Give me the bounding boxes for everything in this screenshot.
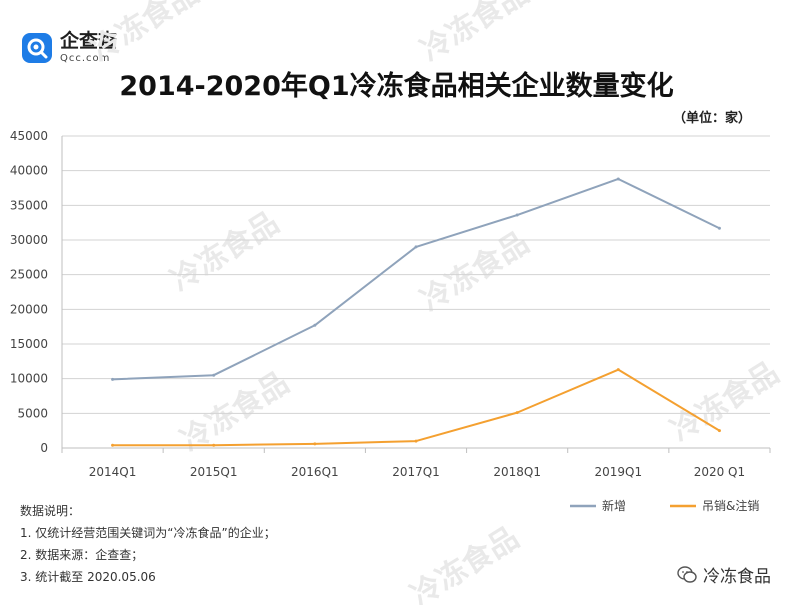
x-tick-label: 2018Q1 — [493, 465, 541, 479]
y-tick-label: 15000 — [10, 337, 48, 351]
data-point — [313, 323, 317, 327]
unit-label: （单位：家） — [672, 111, 751, 126]
data-point — [717, 429, 721, 433]
y-tick-label: 5000 — [17, 406, 48, 420]
data-point — [616, 177, 620, 181]
data-point — [212, 373, 216, 377]
y-tick-label: 25000 — [10, 268, 48, 282]
wechat-account-badge: 冷冻食品 — [677, 562, 771, 587]
legend-label: 新增 — [602, 498, 626, 513]
x-tick-label: 2020 Q1 — [694, 465, 745, 479]
x-tick-label: 2017Q1 — [392, 465, 440, 479]
data-point — [212, 443, 216, 447]
y-tick-label: 0 — [40, 441, 48, 455]
y-tick-label: 10000 — [10, 372, 48, 386]
y-tick-label: 40000 — [10, 164, 48, 178]
x-tick-label: 2015Q1 — [190, 465, 238, 479]
data-point — [111, 377, 115, 381]
legend-label: 吊销&注销 — [702, 498, 759, 513]
watermark-text: 冷冻食品 — [665, 355, 785, 448]
note-item-2: 2. 数据来源：企查查； — [20, 548, 144, 562]
brand-name: 企查查 — [60, 30, 118, 52]
data-notes: 数据说明： 1. 仅统计经营范围关键词为“冷冻食品”的企业； 2. 数据来源：企… — [20, 500, 276, 588]
y-tick-label: 45000 — [10, 129, 48, 143]
qcc-logo-icon — [22, 33, 52, 63]
data-point — [111, 443, 115, 447]
watermark-text: 冷冻食品 — [85, 0, 205, 69]
data-point — [717, 226, 721, 230]
account-name: 冷冻食品 — [703, 567, 771, 587]
wechat-icon — [677, 565, 697, 583]
notes-heading: 数据说明： — [20, 504, 81, 518]
legend: 新增 吊销&注销 — [570, 498, 759, 513]
brand-logo: 企查查 Qcc.com — [22, 32, 117, 64]
x-tick-label: 2016Q1 — [291, 465, 339, 479]
data-point — [313, 442, 317, 446]
y-tick-label: 30000 — [10, 233, 48, 247]
data-point — [414, 439, 418, 443]
data-point — [414, 245, 418, 249]
x-tick-label: 2014Q1 — [89, 465, 137, 479]
chart-title: 2014-2020年Q1冷冻食品相关企业数量变化 — [119, 71, 674, 102]
data-point — [515, 411, 519, 415]
watermark-text: 冷冻食品 — [405, 520, 525, 605]
x-tick-label: 2019Q1 — [594, 465, 642, 479]
data-point — [515, 213, 519, 217]
brand-domain: Qcc.com — [60, 53, 111, 64]
watermark-text: 冷冻食品 — [415, 0, 535, 69]
y-tick-label: 20000 — [10, 302, 48, 316]
watermark-text: 冷冻食品 — [165, 205, 285, 298]
data-point — [616, 368, 620, 372]
y-tick-label: 35000 — [10, 198, 48, 212]
watermark-text: 冷冻食品 — [415, 225, 535, 318]
note-item-3: 3. 统计截至 2020.05.06 — [20, 570, 156, 584]
note-item-1: 1. 仅统计经营范围关键词为“冷冻食品”的企业； — [20, 526, 276, 540]
